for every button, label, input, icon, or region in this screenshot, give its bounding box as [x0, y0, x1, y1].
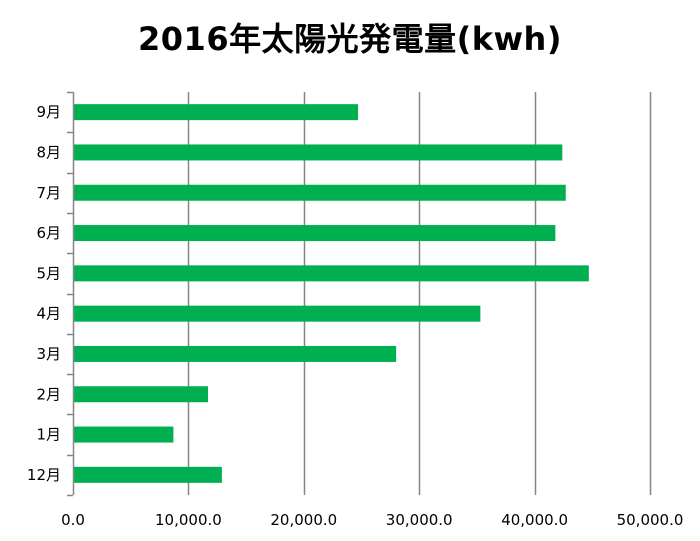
category-label: 9月: [36, 103, 61, 121]
bars: [74, 104, 589, 483]
category-label: 1月: [36, 426, 61, 444]
x-tick-labels: 0.0 10,000.0 20,000.0 30,000.0 40,000.0 50,00…: [61, 511, 683, 529]
bar-4月: [74, 305, 481, 322]
category-label: 6月: [36, 224, 61, 242]
bar-5月: [74, 265, 589, 282]
x-tick-label: 10,000.0: [155, 511, 222, 529]
x-tick-label: 20,000.0: [270, 511, 337, 529]
x-tick-label: 50,000.0: [617, 511, 684, 529]
category-label: 12月: [27, 466, 61, 484]
bar-2月: [74, 386, 209, 403]
axes: [67, 91, 75, 497]
bar-8月: [74, 144, 563, 161]
chart-title: 2016年太陽光発電量(kwh): [138, 20, 562, 58]
bar-7月: [74, 184, 566, 201]
category-labels: 9月 8月 7月 6月 5月 4月 3月 2月 1月 12月: [27, 103, 61, 484]
category-label: 7月: [36, 184, 61, 202]
bar-12月: [74, 466, 222, 483]
category-label: 5月: [36, 264, 61, 282]
bar-1月: [74, 426, 174, 443]
x-tick-label: 40,000.0: [501, 511, 568, 529]
x-tick-label: 0.0: [61, 511, 85, 529]
bar-3月: [74, 345, 397, 362]
category-label: 4月: [36, 305, 61, 323]
bar-9月: [74, 104, 359, 121]
category-label: 2月: [36, 385, 61, 403]
x-tick-label: 30,000.0: [386, 511, 453, 529]
category-label: 3月: [36, 345, 61, 363]
category-label: 8月: [36, 143, 61, 161]
bar-6月: [74, 225, 556, 242]
